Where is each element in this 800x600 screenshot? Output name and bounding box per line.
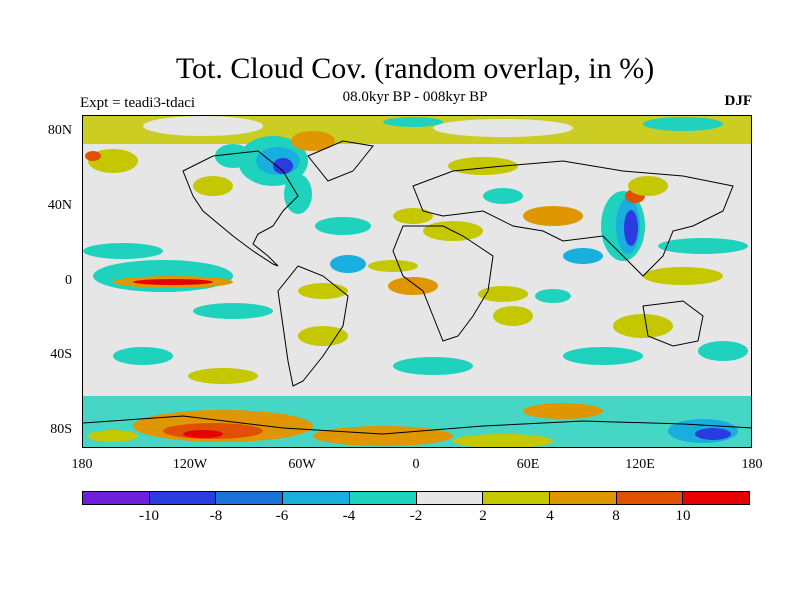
colorbar-box [549,492,617,504]
chart-subtitle: 08.0kyr BP - 008kyr BP [342,89,488,105]
colorbar-label: -8 [209,508,223,524]
experiment-label: Expt = teadi3-tdaci [80,95,196,111]
anomaly-map [83,116,751,447]
season-label: DJF [724,93,753,109]
colorbar [82,491,750,505]
map-panel [82,115,752,448]
colorbar-label: -2 [409,508,423,524]
lat-label-40s: 40S [50,347,72,362]
colorbar-label: 4 [546,508,554,524]
colorbar-label: -4 [342,508,356,524]
lon-label-60e: 60E [516,457,540,472]
lat-label-0: 0 [65,273,72,288]
lon-label-180-west: 180 [71,457,93,472]
lon-label-120w: 120W [172,457,208,472]
colorbar-label: -10 [139,508,159,524]
colorbar-box [416,492,484,504]
lon-label-60w: 60W [288,457,316,472]
colorbar-box [149,492,217,504]
anomaly-field [83,116,751,447]
lat-label-80n: 80N [47,123,72,138]
lon-label-180-east: 180 [741,457,763,472]
colorbar-box [483,492,550,504]
lon-label-0: 0 [412,457,420,472]
lat-label-40n: 40N [47,198,72,213]
colorbar-label: -6 [275,508,289,524]
lat-label-80s: 80S [50,422,72,437]
lon-label-120e: 120E [625,457,655,472]
colorbar-box [683,492,750,504]
chart-title: Tot. Cloud Cov. (random overlap, in %) [175,52,655,85]
colorbar-label: 2 [479,508,487,524]
colorbar-box [349,492,417,504]
colorbar-label: 10 [675,508,691,524]
colorbar-label: 8 [612,508,620,524]
colorbar-box [616,492,684,504]
colorbar-box [83,492,150,504]
coastlines [83,140,751,435]
colorbar-box [216,492,284,504]
colorbar-box [283,492,350,504]
